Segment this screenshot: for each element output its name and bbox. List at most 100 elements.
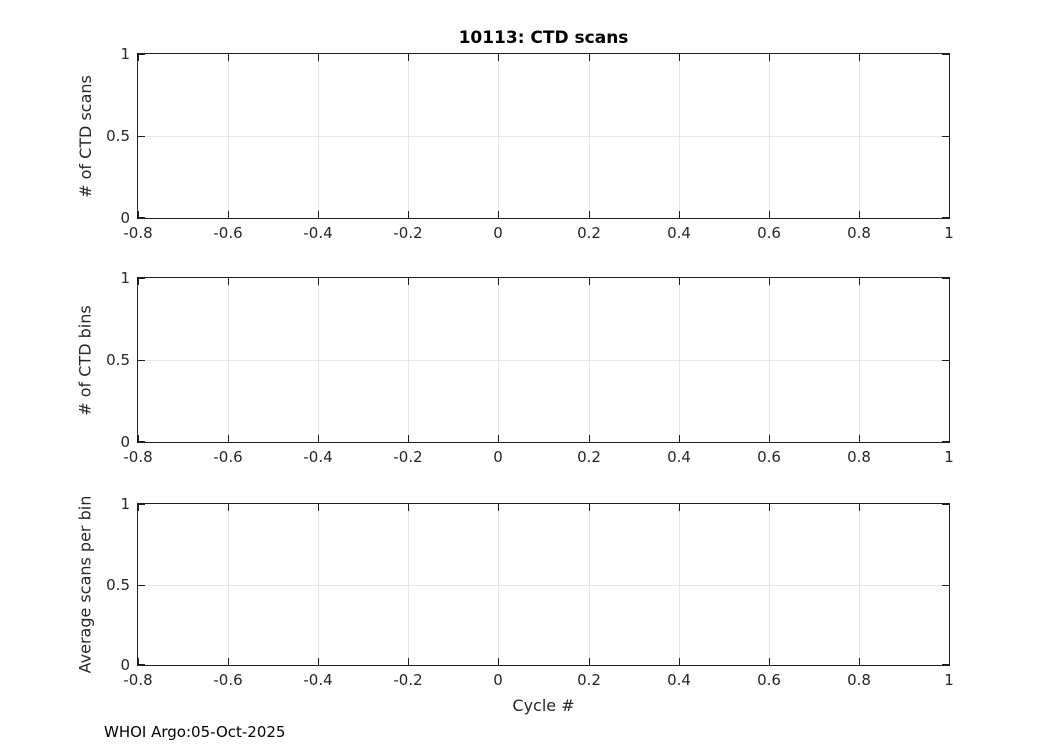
tick-mark: [859, 54, 860, 61]
tick-mark: [228, 658, 229, 665]
x-tick-label: -0.2: [393, 224, 423, 242]
x-tick-label: -0.2: [393, 448, 423, 466]
tick-mark: [679, 658, 680, 665]
tick-mark: [138, 278, 139, 285]
tick-mark: [228, 278, 229, 285]
tick-mark: [408, 435, 409, 442]
tick-mark: [138, 136, 145, 137]
tick-mark: [942, 217, 949, 218]
tick-mark: [138, 664, 145, 665]
tick-mark: [138, 658, 139, 665]
tick-mark: [589, 435, 590, 442]
x-tick-label: 0.6: [757, 671, 781, 689]
x-tick-label: 0: [493, 671, 503, 689]
x-tick-label: 0.2: [577, 224, 601, 242]
tick-mark: [138, 360, 145, 361]
x-tick-label: 0.4: [667, 671, 691, 689]
x-tick-label: -0.6: [213, 448, 243, 466]
footer-text: WHOI Argo:05-Oct-2025: [104, 723, 286, 741]
y-tick-label: 0.5: [106, 127, 130, 145]
x-axis-label: Cycle #: [512, 696, 575, 715]
tick-mark: [942, 585, 949, 586]
tick-mark: [859, 435, 860, 442]
x-tick-label: 0.8: [847, 448, 871, 466]
tick-mark: [408, 278, 409, 285]
gridline: [138, 585, 949, 586]
tick-mark: [769, 54, 770, 61]
tick-mark: [769, 658, 770, 665]
tick-mark: [408, 658, 409, 665]
tick-mark: [138, 504, 145, 505]
tick-mark: [859, 504, 860, 511]
subplot-ctd-scans: -0.8 -0.6 -0.4 -0.2 0 0.2 0.4 0.6 0.8 1 0 0.5 1: [106, 45, 954, 242]
x-tick-label: 0.6: [757, 224, 781, 242]
gridline: [318, 504, 319, 665]
x-tick-label: -0.4: [303, 671, 333, 689]
tick-mark: [318, 658, 319, 665]
x-tick-label: -0.2: [393, 671, 423, 689]
tick-mark: [589, 278, 590, 285]
tick-mark: [942, 504, 949, 505]
tick-mark: [138, 217, 145, 218]
chart-title: 10113: CTD scans: [458, 28, 629, 48]
x-tick-label: -0.8: [123, 671, 153, 689]
tick-mark: [949, 504, 950, 511]
tick-mark: [679, 504, 680, 511]
gridline: [679, 504, 680, 665]
tick-mark: [498, 504, 499, 511]
gridline: [138, 360, 949, 361]
gridline: [498, 504, 499, 665]
x-tick-label: 0: [493, 448, 503, 466]
tick-mark: [679, 54, 680, 61]
tick-mark: [138, 585, 145, 586]
x-tick-label: 0.4: [667, 224, 691, 242]
tick-mark: [318, 504, 319, 511]
tick-mark: [318, 211, 319, 218]
tick-mark: [138, 54, 145, 55]
tick-mark: [679, 278, 680, 285]
tick-mark: [679, 211, 680, 218]
x-tick-label: 1: [944, 448, 954, 466]
tick-mark: [228, 54, 229, 61]
tick-mark: [138, 211, 139, 218]
gridline: [769, 504, 770, 665]
tick-mark: [942, 664, 949, 665]
y-tick-label: 0: [120, 433, 130, 451]
x-tick-label: 0.2: [577, 448, 601, 466]
tick-mark: [318, 54, 319, 61]
tick-mark: [949, 278, 950, 285]
tick-mark: [138, 54, 139, 61]
tick-mark: [949, 435, 950, 442]
tick-mark: [769, 211, 770, 218]
y-tick-label: 1: [120, 269, 130, 287]
x-tick-label: 0.8: [847, 671, 871, 689]
gridline: [589, 504, 590, 665]
tick-mark: [942, 278, 949, 279]
tick-mark: [942, 360, 949, 361]
x-tick-label: 0.8: [847, 224, 871, 242]
tick-mark: [138, 435, 139, 442]
tick-mark: [589, 54, 590, 61]
x-tick-label: -0.8: [123, 224, 153, 242]
x-tick-label: -0.4: [303, 448, 333, 466]
y-tick-label: 1: [120, 45, 130, 63]
tick-mark: [679, 435, 680, 442]
tick-mark: [498, 211, 499, 218]
tick-mark: [942, 136, 949, 137]
tick-mark: [228, 504, 229, 511]
tick-mark: [859, 211, 860, 218]
gridline: [408, 504, 409, 665]
x-tick-label: -0.4: [303, 224, 333, 242]
tick-mark: [949, 54, 950, 61]
gridline: [138, 136, 949, 137]
tick-mark: [138, 504, 139, 511]
y-tick-label: 0: [120, 656, 130, 674]
tick-mark: [769, 504, 770, 511]
tick-mark: [769, 278, 770, 285]
tick-mark: [498, 658, 499, 665]
y-tick-label: 1: [120, 495, 130, 513]
x-tick-label: 0.6: [757, 448, 781, 466]
tick-mark: [589, 211, 590, 218]
gridline: [859, 504, 860, 665]
